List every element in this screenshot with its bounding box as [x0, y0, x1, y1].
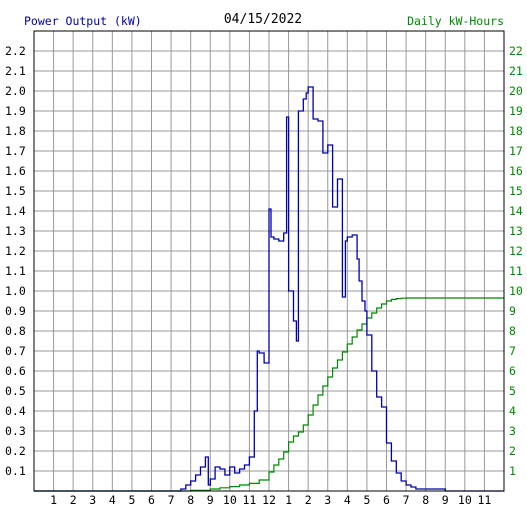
right-y-tick-label: 21: [509, 64, 523, 78]
left-y-tick-label: 1.1: [5, 264, 26, 278]
right-y-tick-label: 12: [509, 244, 523, 258]
x-tick-labels: 1 2 3 4 5 6 7 8 9 10 11 12 1 2 3 4 5 6 7 8 9 10 11: [50, 493, 491, 507]
left-y-tick-label: 2.1: [5, 64, 26, 78]
x-tick-label: 12: [262, 493, 276, 507]
x-tick-label: 1: [285, 493, 292, 507]
x-tick-label: 5: [128, 493, 135, 507]
left-y-tick-label: 1.7: [5, 144, 26, 158]
left-y-tick-label: 0.1: [5, 464, 26, 478]
right-y-tick-label: 9: [509, 304, 516, 318]
left-y-tick-label: 1.9: [5, 104, 26, 118]
x-tick-label: 6: [383, 493, 390, 507]
left-y-tick-label: 0.3: [5, 424, 26, 438]
x-tick-label: 4: [344, 493, 351, 507]
left-y-tick-label: 1.6: [5, 164, 26, 178]
power-output-line: [34, 86, 504, 492]
energy-series: [34, 297, 504, 492]
right-y-tick-label: 14: [509, 204, 523, 218]
left-y-tick-label: 1.4: [5, 204, 26, 218]
left-y-tick-label: 0.9: [5, 304, 26, 318]
x-tick-label: 11: [242, 493, 256, 507]
right-y-tick-label: 8: [509, 324, 516, 338]
x-tick-label: 4: [109, 493, 116, 507]
left-y-tick-label: 0.5: [5, 384, 26, 398]
right-y-tick-label: 16: [509, 164, 523, 178]
x-tick-label: 2: [70, 493, 77, 507]
x-tick-label: 8: [422, 493, 429, 507]
right-y-tick-label: 20: [509, 84, 523, 98]
right-y-tick-label: 22: [509, 44, 523, 58]
x-tick-label: 3: [89, 493, 96, 507]
x-tick-label: 3: [324, 493, 331, 507]
x-tick-label: 1: [50, 493, 57, 507]
left-y-tick-labels: 0.1 0.2 0.3 0.4 0.5 0.6 0.7 0.8 0.9 1.0 1.1 1.2 1.3 1…: [5, 44, 26, 478]
right-y-tick-label: 19: [509, 104, 523, 118]
left-y-tick-label: 1.0: [5, 284, 26, 298]
right-y-tick-label: 6: [509, 364, 516, 378]
right-y-tick-label: 4: [509, 404, 516, 418]
right-y-tick-label: 18: [509, 124, 523, 138]
right-y-tick-label: 1: [509, 464, 516, 478]
left-y-tick-label: 0.2: [5, 444, 26, 458]
x-tick-label: 8: [187, 493, 194, 507]
right-y-tick-label: 13: [509, 224, 523, 238]
left-y-tick-label: 2.2: [5, 44, 26, 58]
right-y-tick-label: 3: [509, 424, 516, 438]
left-y-tick-label: 1.3: [5, 224, 26, 238]
left-y-tick-label: 1.8: [5, 124, 26, 138]
x-tick-label: 10: [223, 493, 237, 507]
left-y-tick-label: 2.0: [5, 84, 26, 98]
x-tick-label: 7: [168, 493, 175, 507]
x-tick-label: 10: [458, 493, 472, 507]
right-y-tick-label: 5: [509, 384, 516, 398]
right-y-tick-label: 17: [509, 144, 523, 158]
x-tick-label: 5: [363, 493, 370, 507]
x-tick-label: 6: [148, 493, 155, 507]
power-series: [34, 86, 504, 492]
left-axis-label: Power Output (kW): [24, 14, 142, 28]
right-y-tick-label: 2: [509, 444, 516, 458]
left-y-tick-label: 0.8: [5, 324, 26, 338]
x-tick-label: 7: [403, 493, 410, 507]
left-y-tick-label: 0.6: [5, 364, 26, 378]
right-y-tick-label: 15: [509, 184, 523, 198]
plot-frame: [33, 30, 505, 492]
left-y-tick-label: 1.2: [5, 244, 26, 258]
x-tick-label: 2: [305, 493, 312, 507]
right-y-tick-label: 7: [509, 344, 516, 358]
x-tick-label: 11: [477, 493, 491, 507]
x-tick-label: 9: [207, 493, 214, 507]
x-tick-label: 9: [442, 493, 449, 507]
right-axis-label: Daily kW-Hours: [407, 14, 504, 28]
left-y-tick-label: 1.5: [5, 184, 26, 198]
chart-title: 04/15/2022: [224, 12, 302, 27]
left-y-tick-label: 0.7: [5, 344, 26, 358]
right-y-tick-label: 10: [509, 284, 523, 298]
right-y-tick-label: 11: [509, 264, 523, 278]
daily-kwh-line: [34, 297, 504, 492]
left-y-tick-label: 0.4: [5, 404, 26, 418]
